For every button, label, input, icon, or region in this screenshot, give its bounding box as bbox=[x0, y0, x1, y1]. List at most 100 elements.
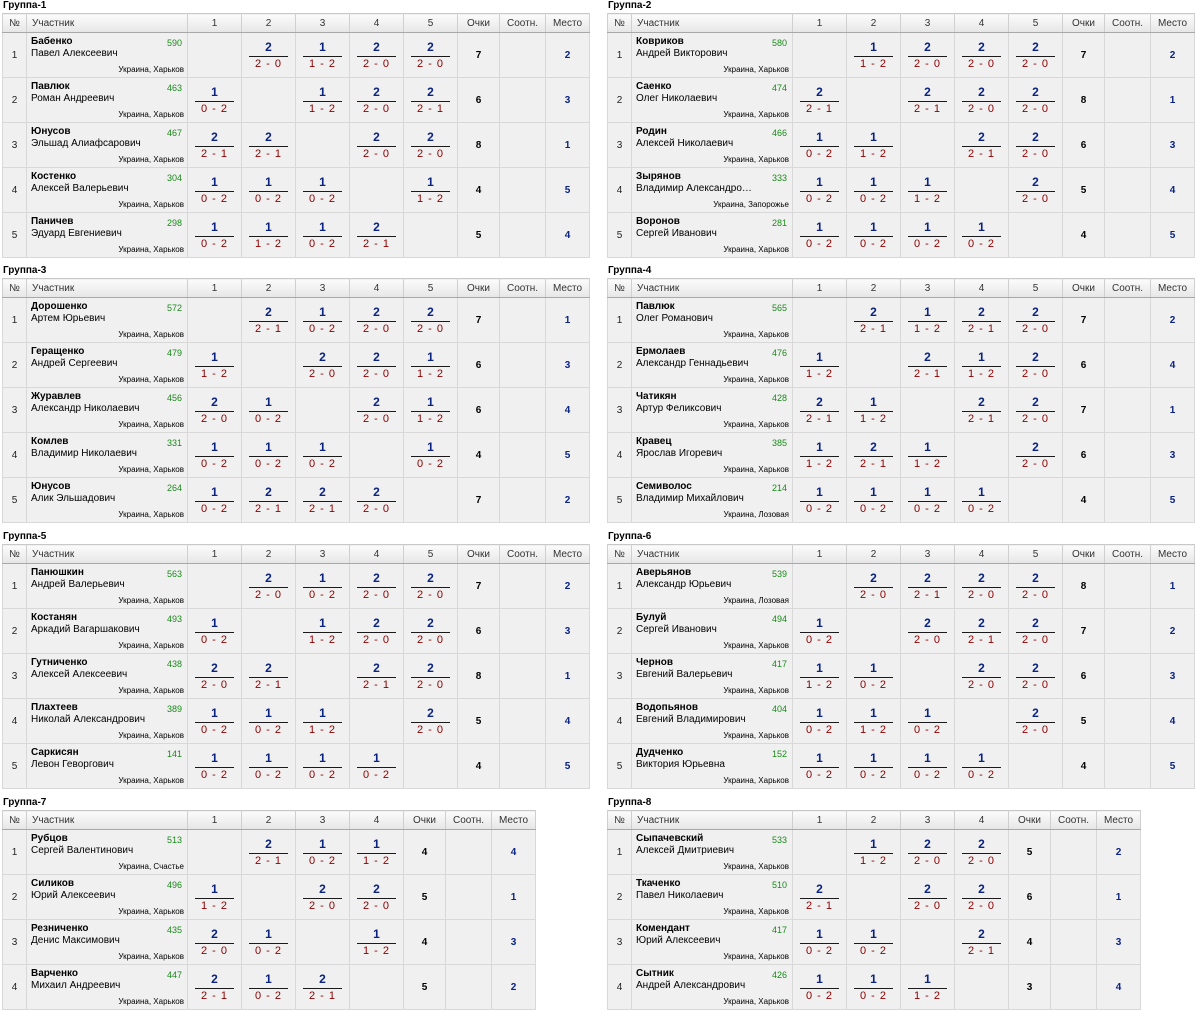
match-cell[interactable]: 2 2 - 1 bbox=[403, 77, 458, 123]
match-cell[interactable]: 2 2 - 1 bbox=[241, 829, 296, 875]
header-opponent-col[interactable]: 5 bbox=[403, 544, 458, 564]
match-cell[interactable]: 2 2 - 0 bbox=[187, 653, 242, 699]
match-cell[interactable]: 2 2 - 1 bbox=[792, 874, 847, 920]
match-cell[interactable]: 1 0 - 2 bbox=[792, 122, 847, 168]
header-participant[interactable]: Участник bbox=[26, 544, 188, 564]
player-row[interactable]: 5 Дудченко Виктория Юрьевна 152 Украина, Хар… bbox=[607, 743, 1195, 789]
match-cell[interactable]: 2 2 - 0 bbox=[349, 77, 404, 123]
match-cell[interactable]: 1 1 - 2 bbox=[295, 77, 350, 123]
match-cell[interactable]: 1 0 - 2 bbox=[846, 477, 901, 523]
match-cell[interactable]: 2 2 - 1 bbox=[846, 297, 901, 343]
player-cell[interactable]: Костанян Аркадий Вагаршакович 493 Украина, … bbox=[26, 608, 188, 654]
match-cell[interactable]: 1 1 - 2 bbox=[954, 342, 1009, 388]
match-cell[interactable]: 1 1 - 2 bbox=[846, 698, 901, 744]
match-cell[interactable]: 2 2 - 1 bbox=[900, 342, 955, 388]
match-cell[interactable]: 2 2 - 0 bbox=[900, 829, 955, 875]
match-cell[interactable]: 2 2 - 1 bbox=[792, 387, 847, 433]
match-cell[interactable]: 1 0 - 2 bbox=[187, 743, 242, 789]
match-cell[interactable]: 1 0 - 2 bbox=[792, 919, 847, 965]
header-opponent-col[interactable]: 1 bbox=[792, 810, 847, 830]
header-ratio[interactable]: Соотн. bbox=[1104, 544, 1151, 564]
match-cell[interactable]: 2 2 - 0 bbox=[954, 32, 1009, 78]
header-participant[interactable]: Участник bbox=[26, 13, 188, 33]
player-row[interactable]: 1 Панюшкин Андрей Валерьевич 563 Украина, Ха… bbox=[2, 563, 590, 609]
player-row[interactable]: 5 Паничев Эдуард Евгениевич 298 Украина, Хар… bbox=[2, 212, 590, 258]
player-row[interactable]: 2 Павлюк Роман Андреевич 463 Украина, Харько… bbox=[2, 77, 590, 123]
player-row[interactable]: 2 Силиков Юрий Алексеевич 496 Украина, Харьк… bbox=[2, 874, 536, 920]
header-opponent-col[interactable]: 3 bbox=[900, 544, 955, 564]
match-cell[interactable]: 2 2 - 0 bbox=[954, 563, 1009, 609]
header-opponent-col[interactable]: 4 bbox=[349, 278, 404, 298]
match-cell[interactable]: 2 2 - 1 bbox=[187, 964, 242, 1010]
match-cell[interactable]: 1 1 - 2 bbox=[187, 342, 242, 388]
player-surname[interactable]: Рубцов bbox=[31, 832, 68, 844]
player-row[interactable]: 1 Рубцов Сергей Валентинович 513 Украина, Сч… bbox=[2, 829, 536, 875]
match-cell[interactable]: 2 2 - 0 bbox=[241, 32, 296, 78]
header-points[interactable]: Очки bbox=[1008, 810, 1051, 830]
match-cell[interactable]: 1 0 - 2 bbox=[241, 964, 296, 1010]
player-cell[interactable]: Резниченко Денис Максимович 435 Украина, Ха… bbox=[26, 919, 188, 965]
match-cell[interactable]: 2 2 - 0 bbox=[900, 608, 955, 654]
match-cell[interactable]: 1 0 - 2 bbox=[295, 432, 350, 478]
header-opponent-col[interactable]: 4 bbox=[954, 278, 1009, 298]
player-surname[interactable]: Гутниченко bbox=[31, 656, 88, 668]
header-opponent-col[interactable]: 4 bbox=[954, 544, 1009, 564]
player-cell[interactable]: Варченко Михаил Андреевич 447 Украина, Харь… bbox=[26, 964, 188, 1010]
match-cell[interactable]: 2 2 - 0 bbox=[349, 874, 404, 920]
player-row[interactable]: 3 Гутниченко Алексей Алексеевич 438 Украина,… bbox=[2, 653, 590, 699]
player-surname[interactable]: Юнусов bbox=[31, 125, 71, 137]
player-surname[interactable]: Водопьянов bbox=[636, 701, 698, 713]
header-opponent-col[interactable]: 3 bbox=[295, 544, 350, 564]
match-cell[interactable]: 1 0 - 2 bbox=[900, 212, 955, 258]
match-cell[interactable]: 1 1 - 2 bbox=[403, 167, 458, 213]
header-opponent-col[interactable]: 5 bbox=[1008, 13, 1063, 33]
match-cell[interactable]: 2 2 - 0 bbox=[349, 342, 404, 388]
player-row[interactable]: 3 Родин Алексей Николаевич 466 Украина, Харь… bbox=[607, 122, 1195, 168]
header-opponent-col[interactable]: 5 bbox=[1008, 278, 1063, 298]
header-number[interactable]: № bbox=[2, 13, 27, 33]
match-cell[interactable]: 1 0 - 2 bbox=[187, 432, 242, 478]
header-points[interactable]: Очки bbox=[457, 13, 500, 33]
header-participant[interactable]: Участник bbox=[631, 13, 793, 33]
player-surname[interactable]: Паничев bbox=[31, 215, 74, 227]
header-place[interactable]: Место bbox=[1150, 13, 1195, 33]
player-cell[interactable]: Юнусов Эльшад Алиафсарович 467 Украина, Хар… bbox=[26, 122, 188, 168]
match-cell[interactable]: 1 1 - 2 bbox=[792, 653, 847, 699]
player-row[interactable]: 5 Семиволос Владимир Михайлович 214 Украина,… bbox=[607, 477, 1195, 523]
player-row[interactable]: 2 Булуй Сергей Иванович 494 Украина, Харьков… bbox=[607, 608, 1195, 654]
header-points[interactable]: Очки bbox=[403, 810, 446, 830]
match-cell[interactable]: 2 2 - 0 bbox=[403, 122, 458, 168]
player-cell[interactable]: Плахтеев Николай Александрович 389 Украина,… bbox=[26, 698, 188, 744]
player-cell[interactable]: Силиков Юрий Алексеевич 496 Украина, Харько… bbox=[26, 874, 188, 920]
match-cell[interactable]: 1 1 - 2 bbox=[792, 432, 847, 478]
match-cell[interactable]: 1 0 - 2 bbox=[846, 743, 901, 789]
player-surname[interactable]: Резниченко bbox=[31, 922, 89, 934]
match-cell[interactable]: 1 0 - 2 bbox=[187, 212, 242, 258]
match-cell[interactable]: 2 2 - 1 bbox=[954, 387, 1009, 433]
match-cell[interactable]: 2 2 - 1 bbox=[954, 919, 1009, 965]
player-surname[interactable]: Варченко bbox=[31, 967, 79, 979]
match-cell[interactable]: 1 0 - 2 bbox=[295, 297, 350, 343]
header-place[interactable]: Место bbox=[1096, 810, 1141, 830]
header-number[interactable]: № bbox=[2, 278, 27, 298]
player-row[interactable]: 2 Ткаченко Павел Николаевич 510 Украина, Хар… bbox=[607, 874, 1141, 920]
match-cell[interactable]: 2 2 - 1 bbox=[295, 964, 350, 1010]
player-surname[interactable]: Булуй bbox=[636, 611, 667, 623]
match-cell[interactable]: 1 0 - 2 bbox=[349, 743, 404, 789]
player-surname[interactable]: Дорошенко bbox=[31, 300, 88, 312]
player-cell[interactable]: Ермолаев Александр Геннадьевич 476 Украина,… bbox=[631, 342, 793, 388]
header-opponent-col[interactable]: 2 bbox=[846, 278, 901, 298]
match-cell[interactable]: 1 0 - 2 bbox=[295, 829, 350, 875]
player-surname[interactable]: Комлев bbox=[31, 435, 69, 447]
header-number[interactable]: № bbox=[607, 278, 632, 298]
header-opponent-col[interactable]: 5 bbox=[403, 278, 458, 298]
match-cell[interactable]: 1 0 - 2 bbox=[954, 212, 1009, 258]
match-cell[interactable]: 1 0 - 2 bbox=[792, 167, 847, 213]
player-surname[interactable]: Силиков bbox=[31, 877, 74, 889]
match-cell[interactable]: 2 2 - 1 bbox=[900, 563, 955, 609]
match-cell[interactable]: 1 1 - 2 bbox=[846, 122, 901, 168]
player-surname[interactable]: Ермолаев bbox=[636, 345, 686, 357]
header-points[interactable]: Очки bbox=[1062, 13, 1105, 33]
header-ratio[interactable]: Соотн. bbox=[445, 810, 492, 830]
header-points[interactable]: Очки bbox=[457, 544, 500, 564]
